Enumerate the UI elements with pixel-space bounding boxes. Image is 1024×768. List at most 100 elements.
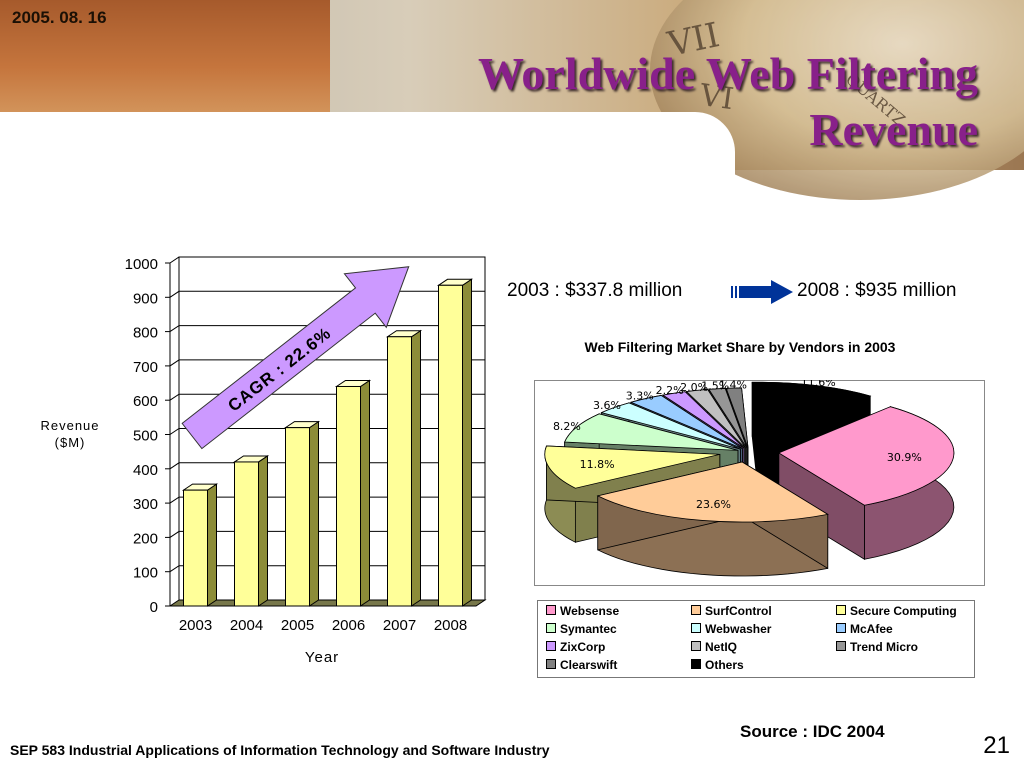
- legend-swatch: [546, 641, 556, 651]
- y-axis-label-unit: ($M): [55, 435, 86, 450]
- legend-label: Others: [705, 658, 744, 672]
- footer-label: SEP 583 Industrial Applications of Infor…: [10, 742, 550, 758]
- pie-slice-surfcontrol: [596, 461, 829, 523]
- gridline: [169, 359, 485, 367]
- market-share-pie-chart: 30.9%23.6%11.8%8.2%3.6%3.3% 2.2%2.0%1.5%1…: [544, 380, 955, 577]
- legend-item-surfcontrol: SurfControl: [691, 604, 772, 618]
- y-tick-label: 200: [133, 530, 158, 547]
- y-tick-label: 900: [133, 290, 158, 307]
- slide-title: Worldwide Web Filtering Revenue: [278, 46, 978, 158]
- pie-legend: Websense SurfControl Secure Computing Syman…: [537, 600, 975, 678]
- x-tick-label: 2006: [332, 617, 365, 634]
- pie-value-label: 1.5%: [701, 380, 729, 392]
- pie-value-label: 8.2%: [553, 420, 581, 433]
- legend-swatch: [691, 659, 701, 669]
- legend-swatch: [546, 623, 556, 633]
- y-tick-label: 300: [133, 496, 158, 513]
- pie-slice-mcafee: [629, 395, 743, 449]
- gridline: [169, 256, 485, 264]
- legend-swatch: [546, 605, 556, 615]
- legend-label: Symantec: [560, 622, 617, 636]
- gridline: [169, 462, 485, 470]
- pie-slice-zixcorp: [661, 391, 745, 449]
- legend-item-others: Others: [691, 658, 744, 672]
- x-tick-label: 2007: [383, 617, 416, 634]
- source-label: Source : IDC 2004: [740, 722, 885, 741]
- bar-chart-bars: [181, 278, 474, 607]
- bar-2003: [181, 483, 219, 607]
- y-tick-label: 800: [133, 325, 158, 342]
- pie-value-label: 1.4%: [719, 380, 747, 392]
- bar-2005: [283, 420, 321, 607]
- header-left-panel: [0, 0, 330, 112]
- gridline: [169, 496, 485, 504]
- pie-slice-clearswift: [725, 387, 749, 449]
- legend-item-symantec: Symantec: [546, 622, 617, 636]
- pie-slice-webwasher: [600, 402, 741, 450]
- title-line-1: Worldwide Web Filtering: [477, 48, 978, 99]
- legend-swatch: [691, 623, 701, 633]
- pie-value-label: 11.6%: [801, 380, 836, 389]
- growth-from-label: 2003 : $337.8 million: [507, 280, 683, 301]
- pie-value-label: 30.9%: [887, 451, 922, 464]
- gridline: [169, 393, 485, 401]
- legend-swatch: [836, 623, 846, 633]
- header-white-cut: [0, 112, 735, 182]
- pie-slice-secure-computing: [544, 445, 720, 489]
- x-tick-label: 2003: [179, 617, 212, 634]
- y-tick-label: 1000: [125, 256, 158, 273]
- gridline: [169, 530, 485, 538]
- bar-2006: [334, 379, 372, 607]
- y-tick-label: 500: [133, 428, 158, 445]
- legend-label: Secure Computing: [850, 604, 957, 618]
- pie-slice-websense: [777, 406, 955, 506]
- legend-label: McAfee: [850, 622, 893, 636]
- legend-item-clearswift: Clearswift: [546, 658, 617, 672]
- x-tick-label: 2005: [281, 617, 314, 634]
- legend-item-trend-micro: Trend Micro: [836, 640, 918, 654]
- legend-swatch: [691, 641, 701, 651]
- legend-item-secure-computing: Secure Computing: [836, 604, 957, 618]
- legend-item-mcafee: McAfee: [836, 622, 893, 636]
- x-tick-label: 2004: [230, 617, 263, 634]
- pie-slice-others: [751, 381, 872, 443]
- pie-value-label: 11.8%: [580, 458, 615, 471]
- legend-item-netiq: NetIQ: [691, 640, 737, 654]
- pie-value-label: 23.6%: [696, 498, 731, 511]
- y-axis-label: Revenue: [40, 418, 99, 433]
- y-tick-label: 700: [133, 359, 158, 376]
- x-axis-label: Year: [305, 649, 339, 666]
- bar-2004: [232, 455, 270, 607]
- legend-swatch: [836, 605, 846, 615]
- bar-2008: [436, 278, 474, 607]
- bar-chart-ticks: 0 100 200 300 400 500 600 700 800 900 1000: [125, 256, 170, 616]
- legend-swatch: [691, 605, 701, 615]
- title-line-2: Revenue: [809, 104, 978, 155]
- growth-to-label: 2008 : $935 million: [797, 280, 957, 301]
- legend-label: Trend Micro: [850, 640, 919, 654]
- legend-swatch: [836, 641, 846, 651]
- revenue-bar-chart: 0 100 200 300 400 500 600 700 800 900 1000 2003 200…: [40, 256, 487, 666]
- gridline: [169, 565, 485, 573]
- legend-label: Clearswift: [560, 658, 618, 672]
- pie-slice-trend-micro: [708, 388, 748, 449]
- gridline: [169, 428, 485, 435]
- legend-label: SurfControl: [705, 604, 772, 618]
- y-tick-label: 600: [133, 393, 158, 410]
- pie-value-label: 2.2%: [656, 384, 684, 397]
- pie-value-label: 3.3%: [626, 390, 654, 403]
- legend-item-zixcorp: ZixCorp: [546, 640, 605, 654]
- gridline: [169, 325, 485, 333]
- y-tick-label: 100: [133, 565, 158, 582]
- legend-label: Webwasher: [705, 622, 772, 636]
- y-tick-label: 0: [150, 599, 158, 616]
- pie-value-label: 3.6%: [593, 399, 621, 412]
- legend-label: Websense: [560, 604, 620, 618]
- x-tick-label: 2008: [434, 617, 467, 634]
- legend-item-webwasher: Webwasher: [691, 622, 771, 636]
- legend-label: ZixCorp: [560, 640, 606, 654]
- y-tick-label: 400: [133, 462, 158, 479]
- pie-slice-symantec: [564, 413, 739, 451]
- pie-chart-title: Web Filtering Market Share by Vendors in…: [584, 339, 896, 355]
- date-label: 2005. 08. 16: [12, 8, 107, 27]
